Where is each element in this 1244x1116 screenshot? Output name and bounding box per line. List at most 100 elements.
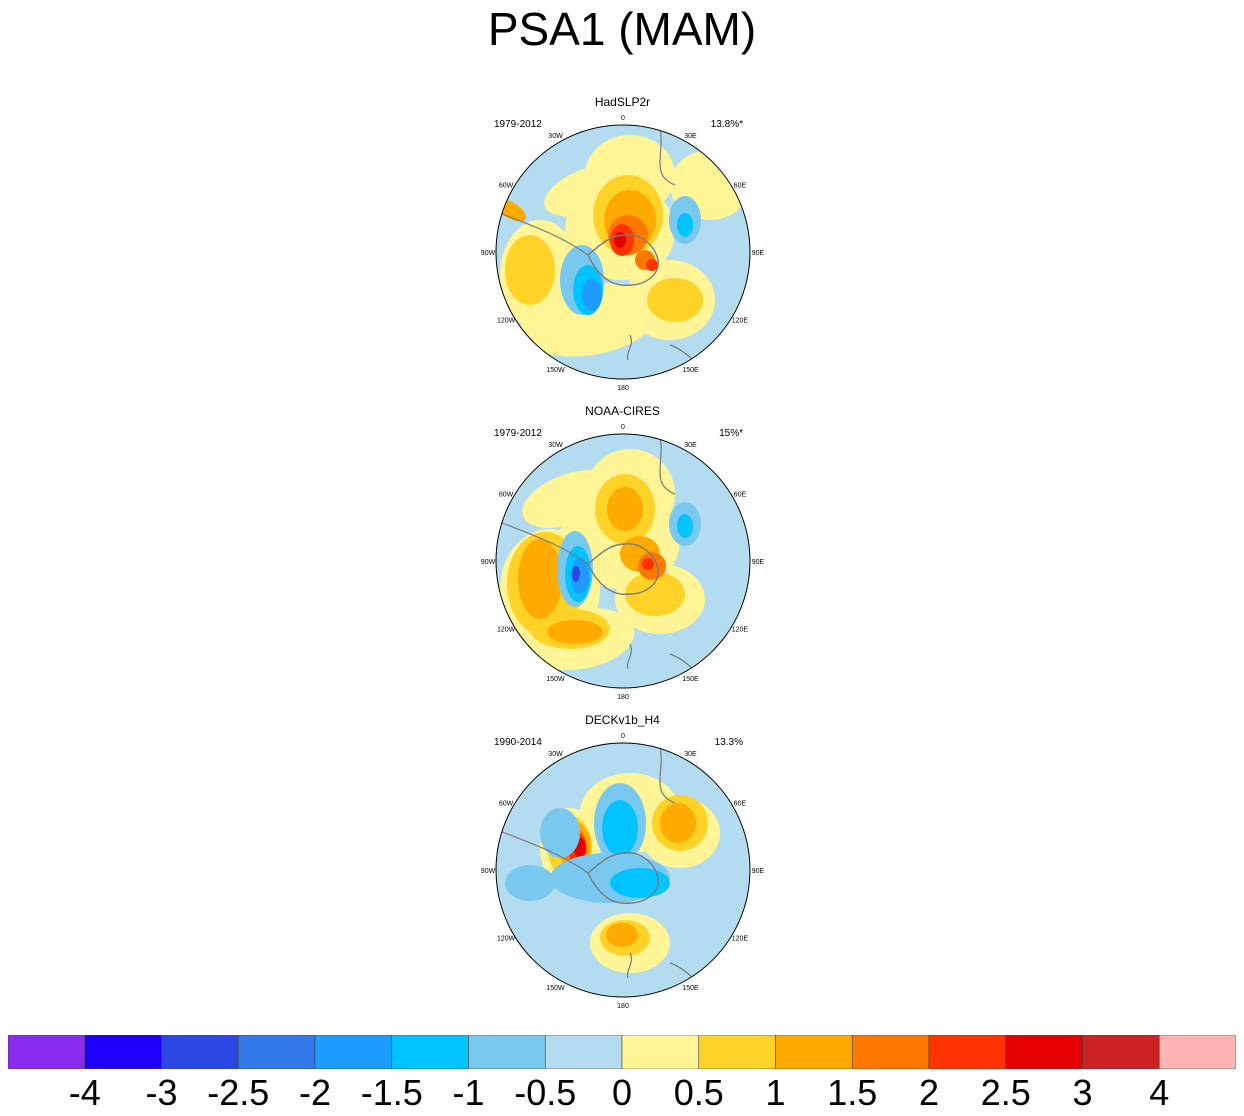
map-panel-deckv1b-h4: DECKv1b_H4 1990-2014 13.3% 0 30E 60E 90E 120… (470, 713, 775, 1013)
longitude-label: 30W (548, 751, 563, 758)
panel-title: DECKv1b_H4 (585, 713, 660, 727)
panel-title: NOAA-CIRES (585, 404, 660, 418)
longitude-label: 60W (499, 801, 514, 808)
longitude-label: 60E (734, 801, 747, 808)
longitude-label: 60W (499, 492, 514, 499)
map-boundary (495, 433, 751, 689)
longitude-label: 120W (497, 627, 516, 634)
longitude-label: 150E (682, 985, 699, 992)
colorbar-swatch (544, 1035, 623, 1069)
longitude-label: 30E (684, 133, 697, 140)
colorbar-swatch (1158, 1035, 1236, 1069)
longitude-label: 120W (497, 318, 516, 325)
longitude-label: 150E (682, 676, 699, 683)
longitude-label: 30W (548, 442, 563, 449)
map-panel-noaa-cires: NOAA-CIRES 1979-2012 15%* 0 30E 60E 90E 120E… (470, 404, 775, 704)
longitude-label: 0 (621, 424, 625, 431)
colorbar-tick-label: 0 (611, 1072, 633, 1113)
contour-region (646, 259, 658, 271)
colorbar-swatch (1005, 1035, 1083, 1069)
colorbar-swatch (161, 1035, 239, 1069)
colorbar-tick-label: 2.5 (980, 1072, 1031, 1113)
contour-region (540, 808, 580, 858)
contour-region (625, 572, 685, 616)
longitude-label: 150W (546, 676, 565, 683)
longitude-label: 90E (752, 559, 765, 566)
contour-region (647, 278, 703, 322)
longitude-label: 60E (734, 183, 747, 190)
polar-map: 0 30E 60E 90E 120E 150E 180 150W 120W 90W 60W 30W (481, 733, 765, 1010)
contour-region (518, 539, 562, 619)
panel-variance: 15%* (719, 428, 743, 439)
panel-period: 1979-2012 (494, 428, 542, 439)
longitude-label: 60E (734, 492, 747, 499)
contour-region (582, 279, 602, 311)
colorbar-tick-label: -1 (452, 1072, 485, 1113)
polar-map: 0 30E 60E 90E 120E 150E 180 150W 120W 90W 60W 30W (481, 115, 765, 392)
polar-map: 0 30E 60E 90E 120E 150E 180 150W 120W 90W 60W 30W (481, 424, 765, 701)
map-panel-hadslp2r: HadSLP2r 1979-2012 13.8%* 0 30E 60E 90E 120E… (470, 95, 775, 395)
colorbar-swatch (8, 1035, 86, 1069)
colorbar-tick-label: 3 (1072, 1072, 1093, 1113)
colorbar (8, 1035, 1236, 1069)
contour-region (520, 283, 660, 357)
south-america-coastline (499, 212, 589, 256)
colorbar-tick-label: -2.5 (207, 1072, 270, 1113)
colorbar-swatch (468, 1035, 546, 1069)
colorbar-swatch (237, 1035, 316, 1069)
longitude-label: 90W (481, 559, 496, 566)
longitude-label: 90W (481, 250, 496, 257)
longitude-label: 90E (752, 868, 765, 875)
contour-region (547, 620, 603, 644)
longitude-label: 120E (732, 318, 749, 325)
colorbar-swatch (1082, 1035, 1160, 1069)
colorbar-tick-label: -4 (68, 1072, 101, 1113)
figure-title: PSA1 (MAM) (487, 3, 757, 55)
contour-region (505, 235, 555, 305)
colorbar-labels: -4 -3 -2.5 -2 -1.5 -1 -0.5 0 0.5 1 1.5 2 2.5 3 4 (0, 1072, 1244, 1116)
longitude-label: 0 (621, 733, 625, 740)
colorbar-tick-label: 0.5 (673, 1072, 724, 1113)
colorbar-swatch (928, 1035, 1007, 1069)
antarctica-coastline (587, 543, 659, 596)
colorbar-tick-label: 1 (765, 1072, 786, 1113)
colorbar-swatch (84, 1035, 162, 1069)
colorbar-swatch (621, 1035, 700, 1069)
longitude-label: 30W (548, 133, 563, 140)
longitude-label: 150W (546, 367, 565, 374)
contour-region (572, 566, 580, 582)
contour-region (677, 514, 693, 538)
contour-region (606, 923, 638, 947)
colorbar-tick-label: 2 (918, 1072, 940, 1113)
map-boundary (495, 742, 751, 998)
antarctica-coastline (587, 234, 659, 287)
longitude-label: 90W (481, 868, 496, 875)
longitude-label: 90E (752, 250, 765, 257)
colorbar-swatch (391, 1035, 469, 1069)
longitude-label: 180 (617, 1003, 629, 1010)
panel-period: 1979-2012 (494, 119, 542, 130)
colorbar-tick-label: -1.5 (360, 1072, 423, 1113)
colorbar-tick-label: -2 (298, 1072, 332, 1113)
contour-region (677, 213, 693, 237)
colorbar-tick-label: -3 (145, 1072, 178, 1113)
colorbar-tick-label: 4 (1149, 1072, 1170, 1113)
contour-region (607, 487, 643, 531)
south-america-coastline (499, 830, 589, 874)
contour-region (660, 803, 696, 843)
colorbar-tick-label: 1.5 (827, 1072, 878, 1113)
longitude-label: 120W (497, 936, 516, 943)
contour-region (610, 868, 670, 898)
map-boundary (495, 124, 751, 380)
longitude-label: 180 (617, 385, 629, 392)
colorbar-swatch (775, 1035, 853, 1069)
longitude-label: 150E (682, 367, 699, 374)
panel-variance: 13.3% (714, 737, 743, 748)
contour-region (602, 800, 638, 856)
antarctica-coastline (587, 852, 659, 905)
contour-region (505, 865, 555, 901)
longitude-label: 120E (732, 627, 749, 634)
panel-period: 1990-2014 (494, 737, 542, 748)
longitude-label: 150W (546, 985, 565, 992)
colorbar-swatch (314, 1035, 393, 1069)
